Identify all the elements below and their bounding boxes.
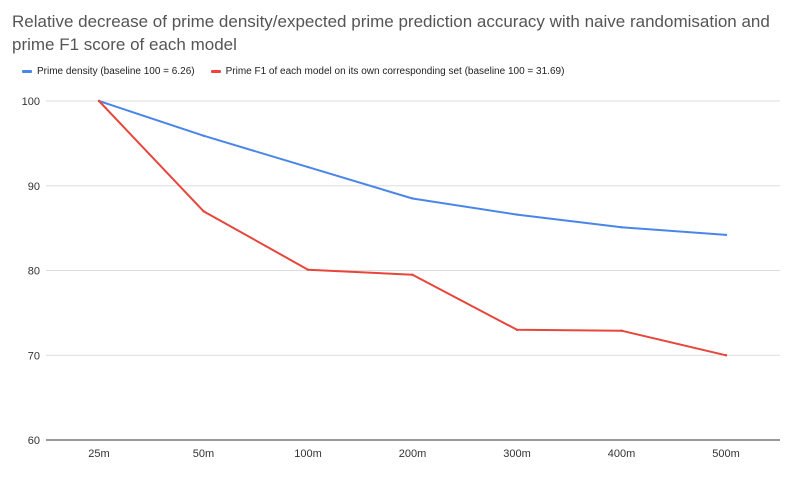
data-point-s0-400m	[620, 226, 623, 229]
legend-swatch-prime-density	[22, 70, 32, 73]
legend-item-prime-density: Prime density (baseline 100 = 6.26)	[22, 66, 195, 77]
x-tick-label-50m: 50m	[193, 448, 214, 460]
data-point-s1-500m	[724, 354, 728, 357]
x-tick-label-500m: 500m	[712, 448, 740, 460]
legend-item-prime-f1: Prime F1 of each model on its own corres…	[210, 66, 565, 77]
y-tick-label-60: 60	[28, 435, 40, 447]
data-point-s1-50m	[202, 209, 205, 213]
legend-label-prime-f1: Prime F1 of each model on its own corres…	[225, 66, 565, 77]
legend-swatch-prime-f1	[210, 70, 221, 73]
legend: Prime density (baseline 100 = 6.26) Prim…	[22, 66, 564, 77]
series-line-0	[98, 100, 727, 236]
x-tick-label-100m: 100m	[294, 448, 322, 460]
x-tick-label-25m: 25m	[88, 448, 109, 460]
x-tick-label-200m: 200m	[399, 448, 427, 460]
data-point-s0-200m	[411, 197, 414, 200]
y-tick-label-80: 80	[28, 266, 40, 278]
x-tick-label-400m: 400m	[608, 448, 636, 460]
legend-label-prime-density: Prime density (baseline 100 = 6.26)	[37, 66, 195, 77]
data-point-s0-50m	[202, 134, 205, 137]
data-point-s1-400m	[620, 329, 623, 332]
data-point-s1-100m	[306, 268, 310, 271]
x-tick-label-300m: 300m	[503, 448, 531, 460]
data-point-s0-100m	[306, 165, 310, 169]
chart-title: Relative decrease of prime density/expec…	[12, 12, 770, 54]
data-point-s1-300m	[515, 328, 519, 332]
data-point-s1-25m	[97, 99, 101, 103]
data-point-s1-200m	[411, 273, 414, 276]
data-point-s0-300m	[515, 213, 519, 216]
y-tick-label-70: 70	[28, 350, 40, 362]
y-tick-label-90: 90	[28, 181, 40, 193]
data-point-s0-500m	[724, 233, 728, 237]
y-tick-label-100: 100	[22, 96, 40, 108]
